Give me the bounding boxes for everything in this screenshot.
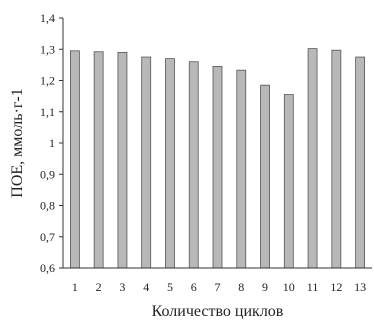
x-axis-title: Количество циклов	[152, 303, 284, 320]
y-tick-label: 1,2	[40, 74, 55, 88]
x-tick-label: 7	[215, 280, 221, 294]
bar	[69, 50, 80, 269]
y-tick-label: 1,1	[40, 105, 55, 119]
bar	[260, 84, 270, 269]
bar	[141, 56, 152, 269]
bar	[307, 48, 318, 269]
bar	[331, 49, 342, 269]
x-tick-label: 10	[283, 280, 295, 294]
y-axis-title: ПОЕ, ммоль·г-1	[9, 88, 26, 197]
y-tick-label: 0,8	[40, 199, 55, 213]
bar	[188, 61, 199, 269]
x-tick-label: 11	[307, 280, 319, 294]
x-tick-label: 3	[119, 280, 125, 294]
y-tick-label: 0,9	[40, 167, 55, 181]
x-axis-ticks: 1 2 3 4 5 6 7 8 9 10 11 12 13	[72, 280, 366, 294]
y-axis-ticks: 0,6 0,7 0,8 0,9 1 1,1 1,2 1,3 1,4	[40, 11, 63, 275]
y-tick-label: 1,3	[40, 42, 55, 56]
bars	[69, 48, 366, 269]
y-tick-label: 1,4	[40, 11, 55, 25]
bar	[236, 69, 247, 269]
x-tick-label: 2	[96, 280, 102, 294]
y-tick-label: 1	[49, 136, 55, 150]
x-tick-label: 8	[238, 280, 244, 294]
bar	[355, 56, 366, 269]
x-tick-label: 1	[72, 280, 78, 294]
x-tick-label: 12	[330, 280, 342, 294]
bar	[93, 51, 104, 269]
x-tick-label: 4	[143, 280, 149, 294]
y-tick-label: 0,7	[40, 230, 55, 244]
bar	[283, 94, 294, 269]
x-tick-label: 13	[354, 280, 366, 294]
bar	[117, 51, 128, 269]
x-tick-label: 6	[191, 280, 197, 294]
bar	[212, 66, 223, 269]
bar	[165, 58, 175, 269]
x-tick-label: 9	[262, 280, 268, 294]
y-tick-label: 0,6	[40, 261, 55, 275]
x-tick-label: 5	[167, 280, 173, 294]
